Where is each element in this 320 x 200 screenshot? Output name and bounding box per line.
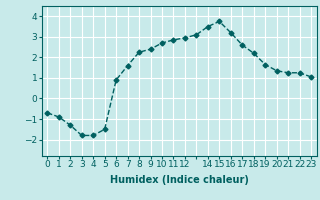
X-axis label: Humidex (Indice chaleur): Humidex (Indice chaleur) [110,175,249,185]
